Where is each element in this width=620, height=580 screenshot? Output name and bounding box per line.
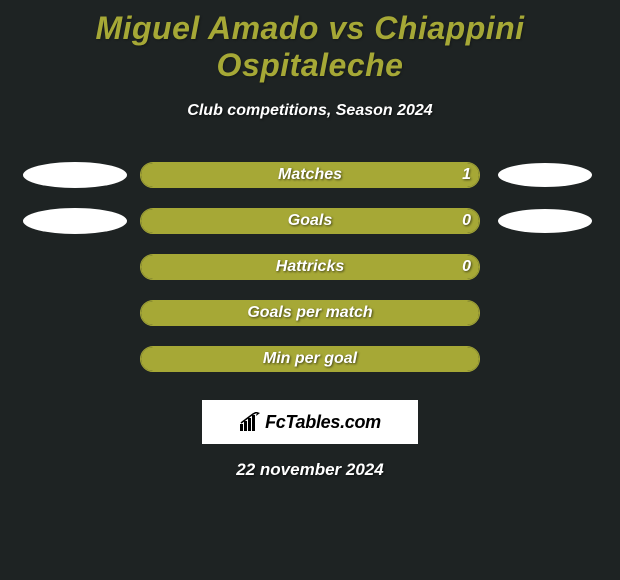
player-ellipse-right bbox=[498, 209, 592, 233]
stat-row: Goals 0 bbox=[0, 198, 620, 244]
stat-bar: Min per goal bbox=[140, 346, 480, 372]
stat-value: 1 bbox=[462, 166, 471, 184]
stat-label: Matches bbox=[278, 166, 342, 184]
stat-row: Hattricks 0 bbox=[0, 244, 620, 290]
stat-label: Goals bbox=[288, 212, 332, 230]
logo: FcTables.com bbox=[239, 412, 381, 433]
stat-rows: Matches 1 Goals 0 Hattricks 0 Goals per match M… bbox=[0, 152, 620, 382]
stat-label: Goals per match bbox=[247, 304, 372, 322]
logo-text: FcTables.com bbox=[265, 412, 381, 433]
stat-bar: Matches 1 bbox=[140, 162, 480, 188]
page-subtitle: Club competitions, Season 2024 bbox=[0, 102, 620, 120]
stat-bar: Goals per match bbox=[140, 300, 480, 326]
left-side bbox=[10, 290, 140, 336]
chart-icon bbox=[239, 412, 261, 432]
right-side bbox=[480, 336, 610, 382]
stat-row: Matches 1 bbox=[0, 152, 620, 198]
stat-bar: Hattricks 0 bbox=[140, 254, 480, 280]
page-title: Miguel Amado vs Chiappini Ospitaleche bbox=[0, 0, 620, 84]
stat-label: Hattricks bbox=[276, 258, 344, 276]
player-ellipse-right bbox=[498, 163, 592, 187]
stat-value: 0 bbox=[462, 212, 471, 230]
left-side bbox=[10, 244, 140, 290]
stat-value: 0 bbox=[462, 258, 471, 276]
stat-row: Goals per match bbox=[0, 290, 620, 336]
player-ellipse-left bbox=[23, 162, 127, 188]
stat-row: Min per goal bbox=[0, 336, 620, 382]
player-ellipse-left bbox=[23, 208, 127, 234]
date-text: 22 november 2024 bbox=[0, 460, 620, 480]
stat-label: Min per goal bbox=[263, 350, 357, 368]
left-side bbox=[10, 152, 140, 198]
right-side bbox=[480, 244, 610, 290]
stat-bar: Goals 0 bbox=[140, 208, 480, 234]
left-side bbox=[10, 198, 140, 244]
left-side bbox=[10, 336, 140, 382]
right-side bbox=[480, 290, 610, 336]
right-side bbox=[480, 198, 610, 244]
right-side bbox=[480, 152, 610, 198]
logo-box: FcTables.com bbox=[202, 400, 418, 444]
